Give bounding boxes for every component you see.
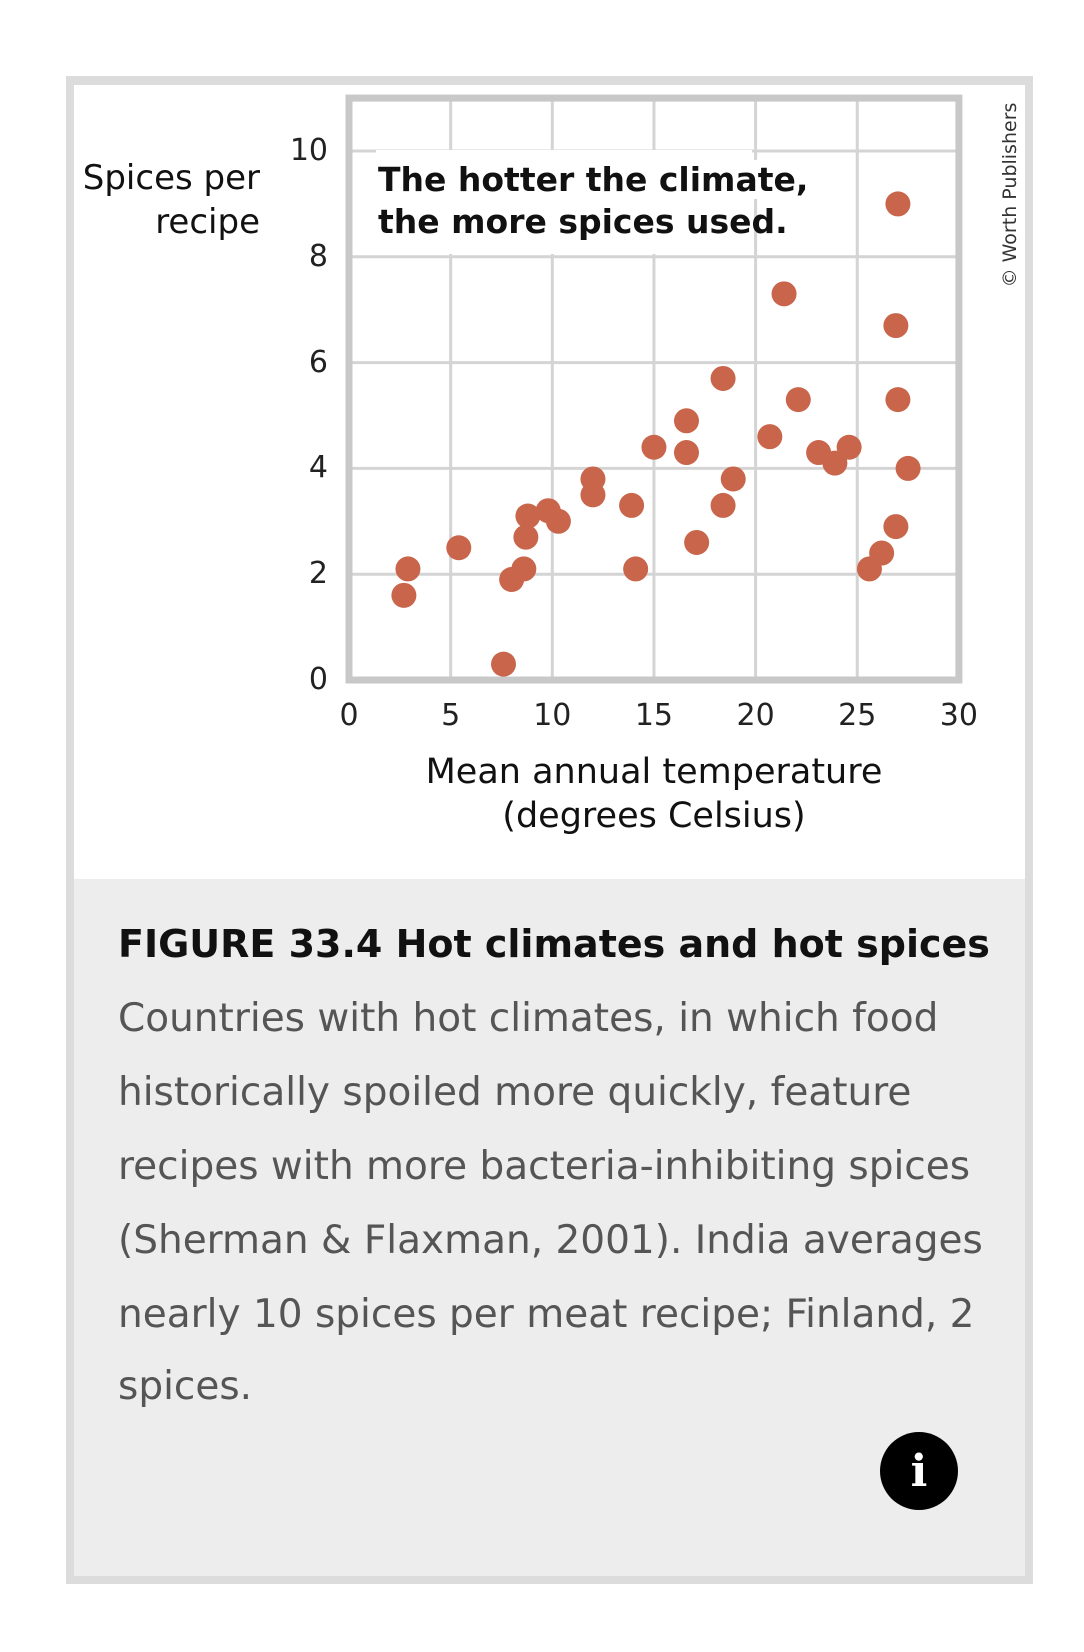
- x-axis-label-line-1: Mean annual temperature: [425, 752, 883, 792]
- copyright-notice: © Worth Publishers: [999, 102, 1021, 288]
- data-point: [673, 408, 699, 434]
- annotation-line-2: the more spices used.: [378, 202, 788, 241]
- x-tick-label: 5: [441, 698, 461, 733]
- data-point: [513, 524, 539, 550]
- y-tick-label: 10: [289, 133, 328, 168]
- caption-line: Countries with hot climates, in which fo…: [118, 996, 939, 1041]
- annotation-line-1: The hotter the climate,: [378, 160, 809, 199]
- data-point: [885, 387, 911, 413]
- data-point: [641, 434, 667, 460]
- y-axis-label-line-2: recipe: [155, 202, 260, 242]
- info-icon: i: [910, 1445, 928, 1497]
- y-tick-label: 6: [308, 344, 328, 380]
- x-tick-label: 25: [838, 698, 877, 733]
- data-point: [757, 424, 783, 450]
- data-point: [883, 514, 909, 540]
- x-tick-label: 10: [533, 698, 572, 733]
- data-point: [771, 281, 797, 307]
- data-point: [623, 556, 649, 582]
- data-point: [869, 540, 895, 566]
- x-tick-label: 20: [736, 698, 775, 733]
- data-point: [720, 466, 746, 492]
- x-axis-label-line-2: (degrees Celsius): [502, 796, 806, 836]
- data-point: [883, 313, 909, 339]
- data-point: [515, 503, 541, 529]
- caption-line: spices.: [118, 1364, 253, 1409]
- data-point: [446, 535, 472, 561]
- info-button[interactable]: i: [880, 1432, 958, 1510]
- caption-line: recipes with more bacteria-inhibiting sp…: [118, 1144, 971, 1189]
- figure-title: FIGURE 33.4 Hot climates and hot spices: [118, 922, 990, 966]
- x-tick-label: 15: [634, 698, 674, 733]
- data-point: [491, 651, 517, 677]
- data-point: [580, 482, 606, 508]
- data-point: [511, 556, 537, 582]
- data-point: [885, 191, 911, 217]
- y-tick-label: 2: [308, 556, 328, 592]
- caption-line: (Sherman & Flaxman, 2001). India average…: [118, 1218, 983, 1263]
- data-point: [545, 508, 571, 534]
- caption-panel: [74, 879, 1025, 1576]
- data-point: [391, 582, 417, 608]
- y-tick-label: 0: [308, 662, 328, 697]
- x-tick-label: 30: [939, 698, 978, 733]
- data-point: [619, 492, 645, 518]
- y-axis-label-line-1: Spices per: [82, 158, 260, 198]
- data-point: [836, 434, 862, 460]
- data-point: [395, 556, 421, 582]
- data-point: [684, 529, 710, 555]
- data-point: [710, 365, 736, 391]
- data-point: [895, 455, 921, 481]
- caption-line: historically spoiled more quickly, featu…: [118, 1070, 912, 1115]
- data-point: [710, 492, 736, 518]
- y-tick-label: 4: [308, 450, 328, 486]
- data-point: [785, 387, 811, 413]
- data-point: [673, 440, 699, 466]
- caption-line: nearly 10 spices per meat recipe; Finlan…: [118, 1292, 975, 1337]
- plot-frame: [345, 94, 963, 684]
- x-tick-label: 0: [339, 698, 359, 733]
- y-tick-label: 8: [308, 238, 328, 274]
